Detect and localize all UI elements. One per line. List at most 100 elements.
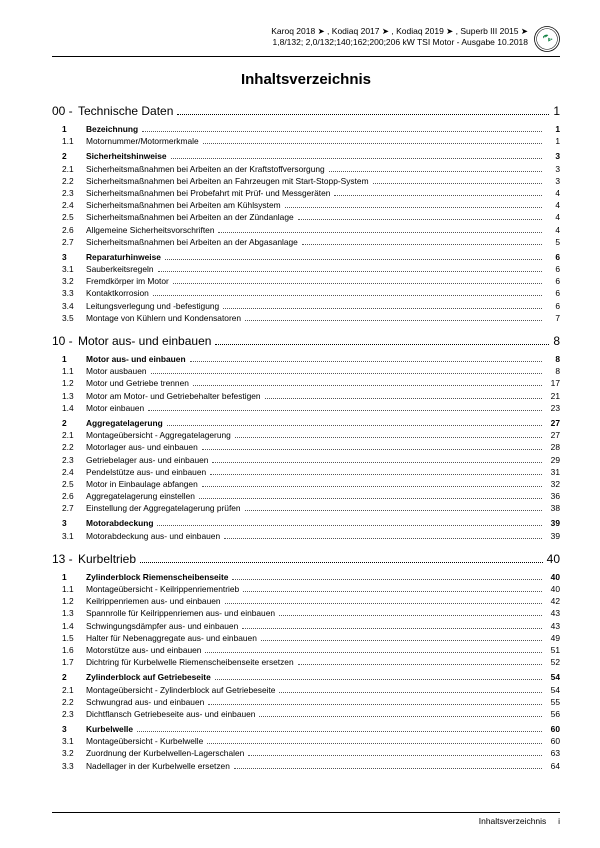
toc-row: 3Motorabdeckung39 — [52, 517, 560, 529]
toc-entry-title: Zylinderblock auf Getriebeseite — [86, 671, 211, 683]
toc-entry-number: 1.1 — [52, 135, 86, 147]
toc-leader-dots — [167, 425, 542, 426]
toc-entry-number: 1.3 — [52, 607, 86, 619]
toc-entry-title: Halter für Nebenaggregate aus- und einba… — [86, 632, 257, 644]
toc-leader-dots — [210, 474, 542, 475]
toc-row: 1.3Spannrolle für Keilrippenriemen aus- … — [52, 607, 560, 619]
toc-leader-dots — [203, 143, 542, 144]
toc-entry-page: 51 — [546, 644, 560, 656]
toc-entry-number: 1 — [52, 353, 86, 365]
toc-leader-dots — [177, 114, 549, 115]
toc-entry-number: 2.1 — [52, 429, 86, 441]
toc-entry-page: 52 — [546, 656, 560, 668]
toc-row: 1Zylinderblock Riemenscheibenseite40 — [52, 571, 560, 583]
toc-row: 1Motor aus- und einbauen8 — [52, 353, 560, 365]
table-of-contents: 00 -Technische Daten11Bezeichnung11.1Mot… — [52, 104, 560, 772]
toc-entry-number: 2.5 — [52, 211, 86, 223]
toc-entry-title: Nadellager in der Kurbelwelle ersetzen — [86, 760, 230, 772]
toc-row: 3.2Fremdkörper im Motor6 — [52, 275, 560, 287]
toc-row: 2.3Getriebelager aus- und einbauen29 — [52, 454, 560, 466]
toc-entry-number: 2.2 — [52, 441, 86, 453]
footer-label: Inhaltsverzeichnis — [479, 816, 547, 826]
toc-leader-dots — [215, 679, 542, 680]
toc-entry-title: Sicherheitsmaßnahmen bei Arbeiten an Fah… — [86, 175, 369, 187]
toc-entry-page: 5 — [546, 236, 560, 248]
toc-row: 3.5Montage von Kühlern und Kondensatoren… — [52, 312, 560, 324]
chapter-title: Motor aus- und einbauen — [78, 334, 211, 348]
toc-entry-number: 1.5 — [52, 632, 86, 644]
toc-entry-page: 54 — [546, 684, 560, 696]
toc-entry-title: Schwingungsdämpfer aus- und einbauen — [86, 620, 238, 632]
toc-entry-title: Leitungsverlegung und -befestigung — [86, 300, 219, 312]
toc-entry-number: 3.3 — [52, 287, 86, 299]
toc-entry-number: 2.6 — [52, 224, 86, 236]
chapter-page: 1 — [553, 104, 560, 118]
toc-entry-title: Zuordnung der Kurbelwellen-Lagerschalen — [86, 747, 244, 759]
toc-row: 2Sicherheitshinweise3 — [52, 150, 560, 162]
toc-row: 3.4Leitungsverlegung und -befestigung6 — [52, 300, 560, 312]
toc-entry-page: 23 — [546, 402, 560, 414]
toc-entry-number: 3.3 — [52, 760, 86, 772]
toc-leader-dots — [137, 731, 542, 732]
chapter-title: Technische Daten — [78, 104, 173, 118]
toc-row: 1.1Montageübersicht - Keilrippenriementr… — [52, 583, 560, 595]
toc-entry-title: Montageübersicht - Aggregatelagerung — [86, 429, 231, 441]
toc-leader-dots — [223, 308, 542, 309]
toc-row: 2.5Sicherheitsmaßnahmen bei Arbeiten an … — [52, 211, 560, 223]
chapter-number: 13 - — [52, 552, 78, 566]
toc-entry-title: Reparaturhinweise — [86, 251, 161, 263]
toc-entry-number: 2.2 — [52, 175, 86, 187]
toc-entry-page: 6 — [546, 287, 560, 299]
toc-entry-number: 1.6 — [52, 644, 86, 656]
toc-entry-title: Keilrippenriemen aus- und einbauen — [86, 595, 221, 607]
toc-row: 2.3Sicherheitsmaßnahmen bei Probefahrt m… — [52, 187, 560, 199]
skoda-logo-icon — [534, 26, 560, 52]
toc-leader-dots — [259, 716, 542, 717]
toc-entry-page: 42 — [546, 595, 560, 607]
toc-entry-number: 3 — [52, 251, 86, 263]
toc-leader-dots — [153, 295, 542, 296]
toc-entry-page: 54 — [546, 671, 560, 683]
toc-row: 2.3Dichtflansch Getriebeseite aus- und e… — [52, 708, 560, 720]
toc-leader-dots — [205, 652, 542, 653]
toc-entry-title: Sicherheitsmaßnahmen bei Probefahrt mit … — [86, 187, 330, 199]
toc-entry-page: 4 — [546, 224, 560, 236]
toc-entry-page: 43 — [546, 607, 560, 619]
toc-leader-dots — [243, 591, 542, 592]
toc-leader-dots — [158, 271, 542, 272]
toc-entry-number: 1.3 — [52, 390, 86, 402]
toc-entry-title: Spannrolle für Keilrippenriemen aus- und… — [86, 607, 275, 619]
footer-text: Inhaltsverzeichnis i — [52, 816, 560, 826]
toc-leader-dots — [232, 579, 542, 580]
toc-entry-title: Motor einbauen — [86, 402, 144, 414]
toc-entry-title: Aggregatelagerung — [86, 417, 163, 429]
header-line-2: 1,8/132; 2,0/132;140;162;200;206 kW TSI … — [52, 37, 528, 48]
toc-entry-number: 2.2 — [52, 696, 86, 708]
toc-entry-number: 3.5 — [52, 312, 86, 324]
toc-entry-page: 31 — [546, 466, 560, 478]
toc-entry-page: 39 — [546, 517, 560, 529]
toc-entry-title: Bezeichnung — [86, 123, 138, 135]
toc-entry-page: 3 — [546, 175, 560, 187]
chapter-page: 8 — [553, 334, 560, 348]
toc-row: 1.2Keilrippenriemen aus- und einbauen 42 — [52, 595, 560, 607]
toc-entry-number: 2.5 — [52, 478, 86, 490]
toc-leader-dots — [142, 131, 542, 132]
toc-entry-page: 8 — [546, 365, 560, 377]
toc-row: 1.6Motorstütze aus- und einbauen 51 — [52, 644, 560, 656]
toc-entry-number: 3 — [52, 517, 86, 529]
toc-leader-dots — [202, 449, 542, 450]
toc-entry-title: Motornummer/Motormerkmale — [86, 135, 199, 147]
toc-leader-dots — [245, 320, 542, 321]
toc-entry-title: Motorstütze aus- und einbauen — [86, 644, 201, 656]
toc-row: 2.1Montageübersicht - Zylinderblock auf … — [52, 684, 560, 696]
toc-entry-title: Montage von Kühlern und Kondensatoren — [86, 312, 241, 324]
toc-entry-number: 3 — [52, 723, 86, 735]
toc-leader-dots — [234, 768, 542, 769]
toc-row: 3Reparaturhinweise6 — [52, 251, 560, 263]
toc-leader-dots — [298, 219, 542, 220]
toc-entry-title: Sicherheitsmaßnahmen bei Arbeiten an der… — [86, 163, 325, 175]
toc-entry-page: 6 — [546, 275, 560, 287]
toc-row: 2.6Aggregatelagerung einstellen36 — [52, 490, 560, 502]
toc-entry-number: 1.2 — [52, 595, 86, 607]
